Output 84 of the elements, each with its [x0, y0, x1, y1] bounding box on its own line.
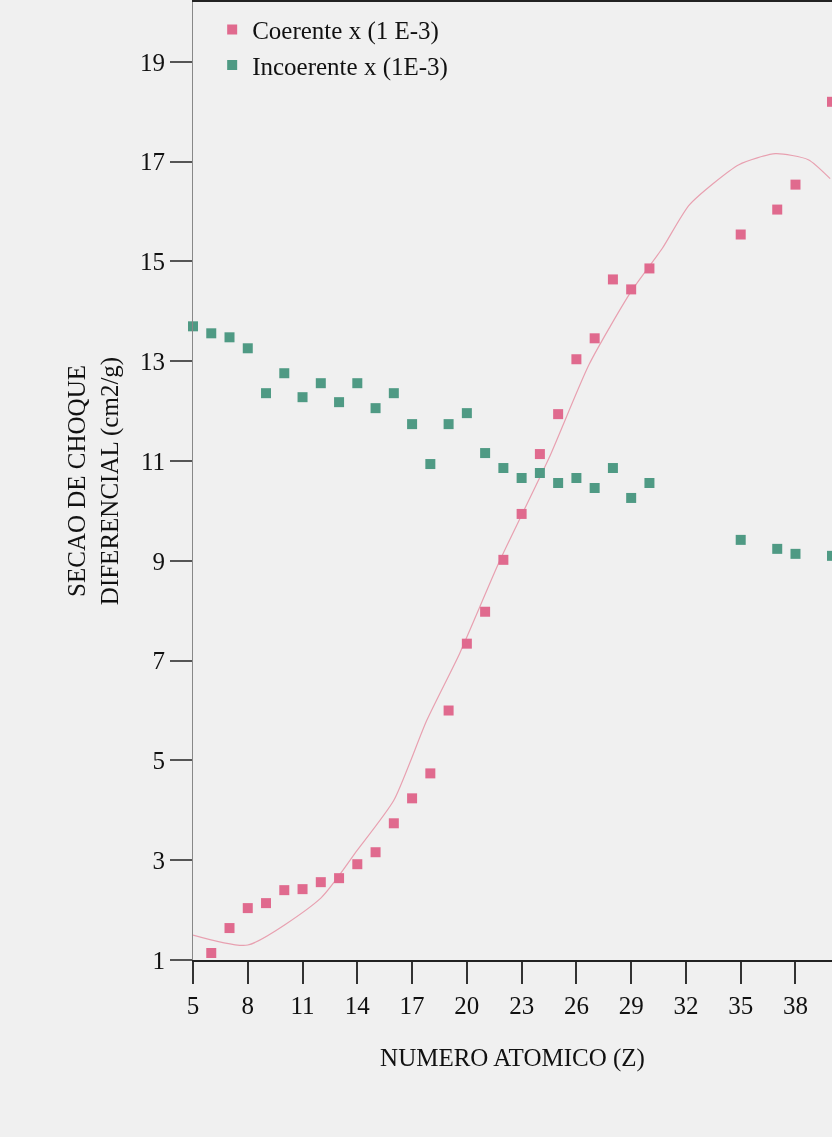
point: [571, 473, 582, 484]
x-tick-label: 5: [186, 992, 200, 1019]
point: [607, 274, 618, 285]
point: [334, 873, 345, 884]
point: [607, 463, 618, 474]
x-tick-label: 32: [673, 992, 699, 1019]
point: [407, 793, 418, 804]
point: [480, 606, 491, 617]
point: [589, 333, 600, 344]
y-tick-label: 15: [140, 248, 165, 276]
y-tick-label: 13: [140, 348, 165, 375]
point: [315, 877, 326, 888]
point: [224, 332, 235, 343]
x-axis-title: NUMERO ATOMICO (Z): [380, 1043, 645, 1072]
x-tick-label: 8: [241, 992, 255, 1019]
point: [735, 229, 746, 240]
point: [388, 388, 399, 399]
point: [461, 408, 472, 419]
point: [480, 448, 491, 459]
legend-label: Incoerente x (1E-3): [252, 52, 448, 81]
point: [516, 508, 527, 519]
point: [297, 884, 308, 895]
point: [772, 204, 783, 215]
point: [626, 284, 637, 295]
point: [407, 419, 418, 430]
point: [315, 378, 326, 389]
point: [589, 482, 600, 493]
point: [261, 898, 272, 909]
point: [735, 534, 746, 545]
point: [534, 468, 545, 479]
y-tick-label: 9: [152, 547, 165, 575]
point: [498, 554, 509, 565]
point: [790, 548, 801, 559]
point: [644, 263, 655, 274]
y-tick-label: 7: [152, 647, 165, 675]
x-tick-label: 11: [290, 992, 315, 1019]
point: [261, 388, 272, 399]
point: [334, 397, 345, 408]
point: [206, 328, 217, 339]
point: [443, 419, 454, 430]
point: [206, 948, 217, 959]
x-tick-label: 29: [618, 992, 644, 1019]
x-tick-label: 26: [563, 992, 589, 1019]
y-tick-label: 19: [140, 48, 165, 76]
point: [279, 368, 290, 379]
point: [516, 473, 527, 484]
point: [553, 478, 564, 488]
point: [571, 354, 582, 365]
point: [242, 903, 253, 914]
point: [553, 409, 564, 420]
point: [242, 343, 253, 354]
x-tick-label: 20: [454, 992, 480, 1019]
point: [461, 638, 472, 649]
point: [370, 847, 381, 858]
point: [352, 859, 363, 870]
point: [425, 768, 436, 779]
y-tick-label: 5: [152, 747, 165, 775]
x-tick-label: 38: [782, 992, 808, 1019]
point: [297, 392, 308, 403]
x-tick-label: 35: [728, 992, 754, 1019]
y-axis-title: SECAO DE CHOQUE DIFERENCIAL (cm2/g): [63, 356, 124, 606]
point: [644, 478, 655, 488]
point: [188, 321, 198, 332]
point: [425, 459, 436, 470]
y-tick-label: 3: [152, 846, 165, 874]
point: [352, 378, 363, 389]
point: [224, 923, 235, 934]
point: [626, 492, 637, 503]
point: [443, 705, 454, 716]
point: [279, 885, 290, 896]
y-tick-label: 11: [140, 447, 165, 475]
point: [498, 463, 509, 474]
point: [534, 449, 545, 460]
line-series: [193, 153, 831, 946]
x-tick-label: 17: [399, 992, 425, 1019]
y-tick-label: 1: [152, 946, 165, 974]
point: [388, 818, 399, 829]
point: [772, 543, 783, 554]
x-tick-label: 14: [344, 992, 371, 1019]
point: [790, 179, 801, 190]
point: [370, 403, 381, 414]
legend-label: Coerente x (1 E-3): [252, 17, 439, 46]
x-tick-label: 23: [509, 992, 535, 1019]
y-tick-label: 17: [140, 148, 165, 176]
